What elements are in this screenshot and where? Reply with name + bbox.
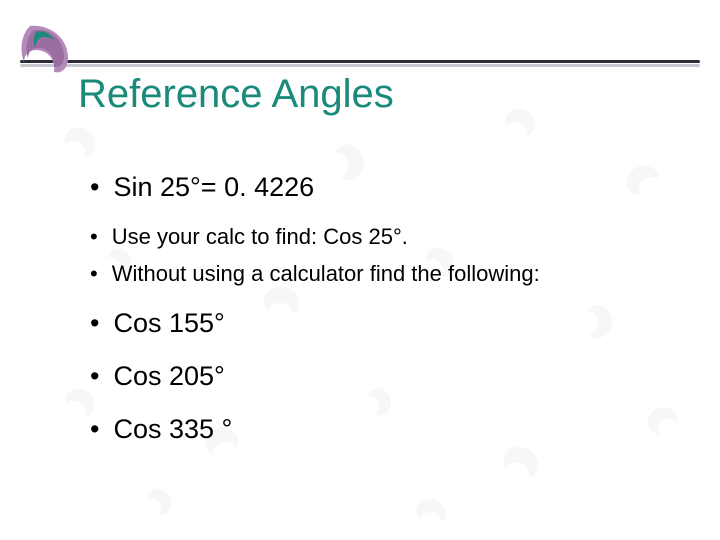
bullet-marker: • bbox=[90, 170, 99, 205]
bullet-text: Cos 205° bbox=[113, 359, 224, 394]
bullet-marker: • bbox=[90, 260, 98, 289]
bullet-item: • Without using a calculator find the fo… bbox=[90, 260, 670, 289]
title-divider bbox=[20, 60, 700, 70]
bullet-item: • Use your calc to find: Cos 25°. bbox=[90, 223, 670, 252]
bullet-item: • Cos 335 ° bbox=[90, 412, 670, 447]
slide-title: Reference Angles bbox=[78, 72, 394, 117]
bullet-text: Cos 335 ° bbox=[113, 412, 232, 447]
bullet-item: • Cos 155° bbox=[90, 306, 670, 341]
bullet-item: • Sin 25°= 0. 4226 bbox=[90, 170, 670, 205]
bullet-text: Cos 155° bbox=[113, 306, 224, 341]
bullet-text: Use your calc to find: Cos 25°. bbox=[112, 223, 408, 252]
bullet-marker: • bbox=[90, 359, 99, 394]
corner-boomerang-logo bbox=[20, 20, 78, 83]
bullet-marker: • bbox=[90, 223, 98, 252]
bullet-marker: • bbox=[90, 306, 99, 341]
bullet-text: Sin 25°= 0. 4226 bbox=[113, 170, 314, 205]
bullet-marker: • bbox=[90, 412, 99, 447]
bullet-text: Without using a calculator find the foll… bbox=[112, 260, 540, 289]
bullet-list: • Sin 25°= 0. 4226 • Use your calc to fi… bbox=[90, 170, 670, 466]
bullet-item: • Cos 205° bbox=[90, 359, 670, 394]
